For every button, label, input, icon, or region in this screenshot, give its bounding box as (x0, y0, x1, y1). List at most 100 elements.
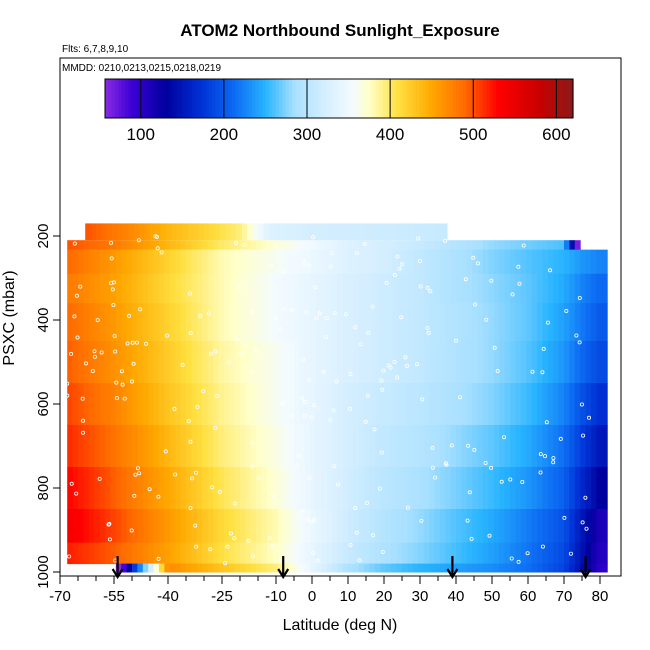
colorbar-swatch (285, 79, 290, 118)
heat-cell (547, 303, 554, 342)
heat-cell (547, 509, 554, 544)
sample-marker (270, 493, 275, 498)
heat-cell (285, 223, 291, 241)
heat-cell (407, 542, 414, 565)
heat-cell (218, 249, 225, 275)
heat-cell (564, 273, 570, 304)
x-tick-label: -70 (49, 588, 71, 605)
heat-cell (191, 509, 198, 544)
heat-cell (321, 249, 327, 275)
colorbar-swatch (442, 79, 447, 118)
heat-cell (229, 341, 236, 384)
heat-cell (191, 303, 198, 342)
sample-marker (525, 551, 530, 556)
heat-cell (175, 383, 182, 426)
heat-cell (569, 563, 576, 573)
sample-marker (144, 341, 149, 346)
heat-cell (515, 509, 522, 544)
sample-marker (418, 284, 423, 289)
sample-marker (213, 349, 218, 354)
heat-cell (83, 425, 90, 468)
heat-cell (558, 425, 565, 468)
heat-cell (252, 223, 259, 241)
heat-cell (196, 383, 203, 426)
heat-cell (337, 383, 344, 426)
heat-cell (115, 509, 122, 544)
heat-cell (294, 467, 300, 510)
sample-marker (135, 466, 140, 471)
sample-marker (80, 396, 85, 401)
heat-cell (326, 341, 333, 384)
heat-cell (126, 341, 133, 384)
heat-cell (483, 425, 489, 468)
sample-marker (463, 277, 468, 282)
colorbar-swatch (526, 79, 531, 118)
heat-cell (591, 383, 597, 426)
heat-cell (596, 563, 603, 573)
heat-cell (283, 341, 290, 384)
heat-cell (585, 249, 592, 275)
sample-marker (188, 330, 193, 335)
flight-arrow-head (446, 568, 459, 580)
sample-marker (425, 285, 430, 290)
sample-marker (574, 234, 579, 239)
heat-cell (337, 341, 344, 384)
sample-marker (399, 262, 404, 267)
sample-marker (250, 440, 255, 445)
heat-cell (342, 425, 349, 468)
heat-cell (391, 273, 398, 304)
x-tick-label: 50 (484, 588, 501, 605)
heat-cell (326, 303, 333, 342)
heat-cell (493, 273, 500, 304)
heat-cell (412, 383, 419, 426)
heat-cell (126, 542, 133, 565)
heat-cell (67, 273, 74, 304)
sample-marker (213, 425, 218, 430)
heat-cell (537, 425, 543, 468)
heat-cell (83, 542, 90, 565)
sample-marker (372, 427, 377, 432)
heat-cell (472, 509, 479, 544)
heat-cell (450, 249, 457, 275)
heat-cell (299, 563, 306, 573)
heat-cell (322, 223, 329, 241)
heat-cell (504, 425, 511, 468)
heat-cell (142, 341, 149, 384)
heat-cell (288, 563, 295, 573)
sample-marker (417, 259, 422, 264)
heat-cell (267, 341, 273, 384)
sample-marker (306, 377, 311, 382)
sample-marker (201, 389, 206, 394)
heat-cell (99, 249, 106, 275)
heat-cell (515, 563, 522, 573)
heat-cell (358, 303, 365, 342)
heat-cell (283, 563, 290, 573)
heat-cell (402, 303, 408, 342)
heat-cell (423, 249, 430, 275)
sample-marker (502, 435, 507, 440)
heat-cell (126, 249, 133, 275)
colorbar-swatch (352, 79, 357, 118)
heat-cell (537, 383, 543, 426)
heat-cell (331, 383, 338, 426)
heat-cell (160, 223, 167, 241)
heat-cell (423, 425, 430, 468)
heat-cell (596, 425, 603, 468)
heat-cell (450, 563, 457, 573)
flight-arrow-head (579, 568, 592, 580)
heat-cell (180, 425, 187, 468)
sample-marker (314, 316, 319, 321)
x-tick-label: 40 (448, 588, 465, 605)
heat-cell (488, 341, 495, 384)
heat-cell (186, 509, 192, 544)
heat-cell (515, 273, 522, 304)
heat-cell (504, 240, 511, 251)
heat-cell (277, 303, 284, 342)
heat-cell (250, 542, 257, 565)
heat-cell (105, 273, 111, 304)
y-tick-label: 800 (35, 475, 52, 500)
heat-cell (402, 542, 408, 565)
heat-cell (429, 542, 435, 565)
heat-cell (542, 542, 549, 565)
sample-marker (74, 293, 79, 298)
